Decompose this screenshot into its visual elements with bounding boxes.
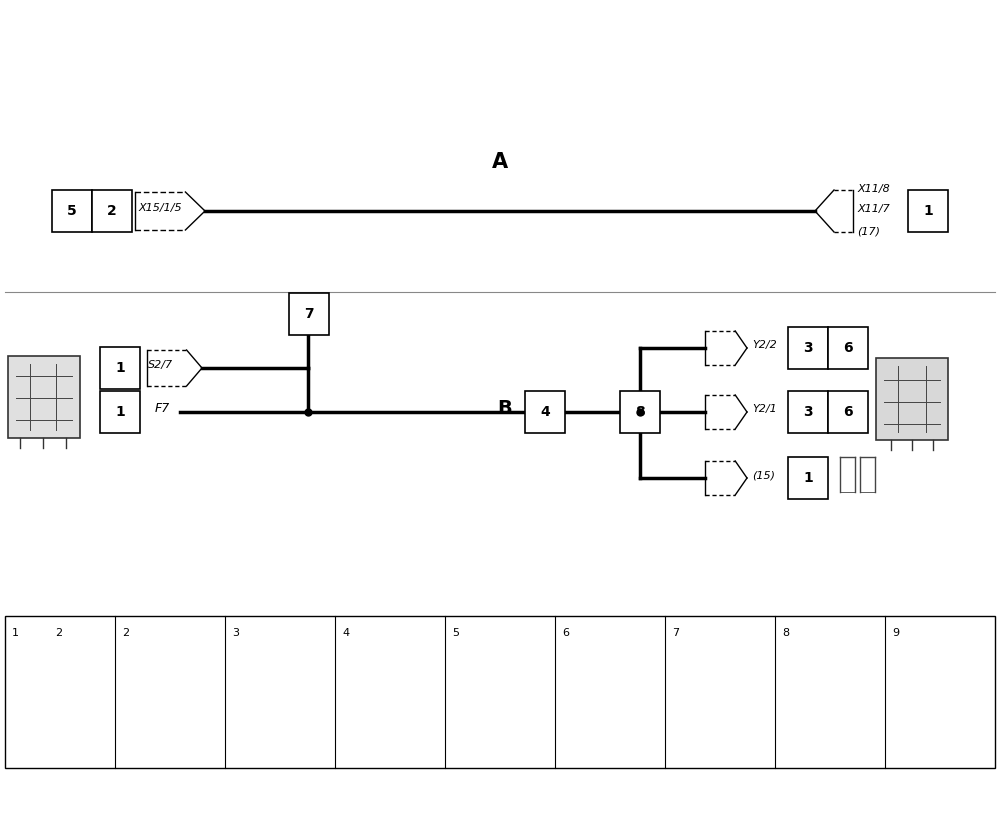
Text: S2/7: S2/7 [148,360,173,370]
Text: 2: 2 [122,628,129,638]
Text: 3: 3 [803,341,813,355]
Text: 3: 3 [232,628,239,638]
Text: B: B [498,400,512,418]
Text: X11/8: X11/8 [857,184,890,194]
Text: 4: 4 [342,628,349,638]
Bar [828,391,868,433]
Bar [52,190,92,232]
Bar [908,190,948,232]
Text: Y2/1: Y2/1 [752,404,777,414]
Text: (17): (17) [857,226,880,236]
Text: 1: 1 [12,628,19,638]
Bar [5,616,995,768]
Text: 6: 6 [843,341,853,355]
Text: 9: 9 [892,628,899,638]
Bar [788,457,828,499]
Text: 1: 1 [115,361,125,375]
Text: 5: 5 [67,204,77,218]
Text: 7: 7 [672,628,679,638]
Text: A: A [492,152,508,172]
Bar [289,293,329,335]
Bar [92,190,132,232]
Text: F7: F7 [155,402,170,416]
Text: X15/1/5: X15/1/5 [138,203,182,213]
Bar [525,391,565,433]
Text: 1: 1 [803,471,813,485]
Text: 6: 6 [562,628,569,638]
Bar [788,391,828,433]
Text: Y2/2: Y2/2 [752,340,777,350]
Text: 3: 3 [803,405,813,419]
Bar [876,358,948,440]
Text: 5: 5 [452,628,459,638]
Text: 8: 8 [635,405,645,419]
Text: X11/7: X11/7 [857,204,890,214]
Bar [100,391,140,433]
Bar [828,327,868,369]
Text: 7: 7 [304,307,314,321]
Bar [100,347,140,389]
Text: 4: 4 [540,405,550,419]
Text: (15): (15) [752,470,775,480]
Text: 2: 2 [55,628,62,638]
Bar [788,327,828,369]
Text: 1: 1 [923,204,933,218]
Bar [620,391,660,433]
Text: 8: 8 [782,628,789,638]
Text: 6: 6 [843,405,853,419]
Text: 1: 1 [115,405,125,419]
Text: 2: 2 [107,204,117,218]
Bar [8,356,80,438]
